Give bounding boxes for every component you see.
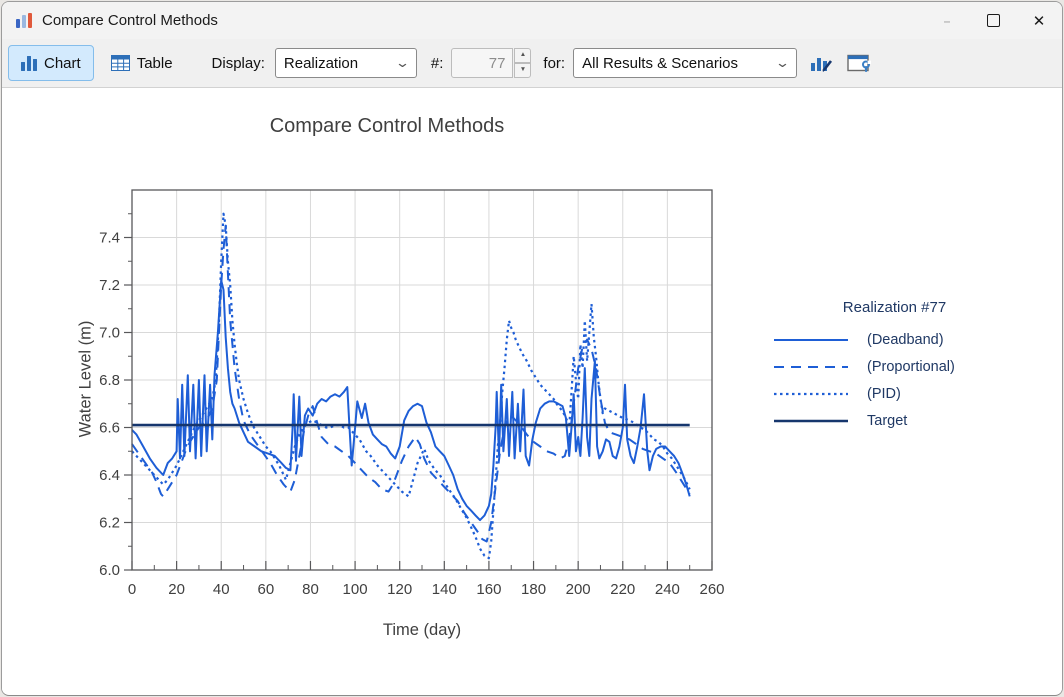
realization-number-value: 77 (488, 54, 506, 72)
close-icon: ✕ (1032, 11, 1046, 30)
svg-text:60: 60 (258, 581, 275, 598)
tab-chart-label: Chart (44, 54, 81, 72)
svg-text:140: 140 (432, 581, 457, 598)
target-line-swatch (774, 419, 848, 422)
toolbar: Chart Table Display: Realization ⌄ #: (2, 39, 1062, 88)
plot-properties-button[interactable] (845, 52, 874, 75)
svg-text:120: 120 (387, 581, 412, 598)
realization-number-spinner: ▲ ▼ (514, 48, 532, 78)
minimize-icon: – (943, 11, 951, 30)
table-icon (110, 55, 130, 71)
svg-text:240: 240 (655, 581, 680, 598)
dotted-line-swatch (774, 392, 848, 395)
chart-canvas: 0 20 40 60 80 100 120 140 160 180 200 220 240 260 6.0 6… (99, 189, 725, 598)
legend-item-target: Target (772, 411, 1017, 430)
svg-text:20: 20 (168, 581, 185, 598)
svg-text:100: 100 (343, 581, 368, 598)
chevron-down-icon: ⌄ (394, 55, 411, 70)
legend-item-pid: (PID) (772, 384, 1017, 403)
window-title: Compare Control Methods (42, 12, 218, 29)
maximize-icon (986, 14, 1000, 27)
dashed-line-swatch (774, 365, 848, 368)
spin-down-button[interactable]: ▼ (514, 63, 532, 78)
realization-number-input[interactable]: 77 (451, 48, 514, 78)
chevron-down-icon: ⌄ (775, 55, 791, 70)
display-select-value: Realization (283, 54, 359, 72)
svg-text:6.6: 6.6 (99, 420, 120, 437)
bar-chart-icon (21, 55, 37, 71)
svg-text:220: 220 (610, 581, 635, 598)
legend-label: Target (867, 412, 908, 429)
svg-text:180: 180 (521, 581, 546, 598)
spin-down-icon: ▼ (519, 66, 527, 74)
svg-text:0: 0 (128, 581, 136, 598)
legend-label: (PID) (867, 385, 901, 402)
legend-title: Realization #77 (842, 299, 947, 316)
display-label: Display: (211, 54, 265, 72)
chart-title: Compare Control Methods (269, 115, 505, 137)
svg-text:6.4: 6.4 (99, 467, 120, 484)
legend-item-proportional: (Proportional) (772, 357, 1017, 376)
svg-text:160: 160 (476, 581, 501, 598)
window-settings-icon (847, 54, 872, 72)
svg-text:7.2: 7.2 (99, 277, 120, 294)
chart-legend: Realization #77 (Deadband) (Proportional… (772, 299, 1017, 438)
window-controls: – ✕ (924, 2, 1062, 39)
svg-text:260: 260 (699, 581, 724, 598)
chart-edit-icon (811, 57, 833, 72)
svg-text:40: 40 (213, 581, 230, 598)
legend-item-deadband: (Deadband) (772, 330, 1017, 349)
scope-select[interactable]: All Results & Scenarios ⌄ (573, 48, 798, 78)
svg-text:6.0: 6.0 (99, 562, 120, 579)
titlebar[interactable]: Compare Control Methods – ✕ (2, 2, 1062, 39)
svg-text:80: 80 (302, 581, 319, 598)
tab-table-label: Table (136, 54, 173, 72)
tab-chart[interactable]: Chart (8, 45, 94, 81)
legend-label: (Proportional) (867, 358, 955, 375)
display-select[interactable]: Realization ⌄ (274, 48, 417, 78)
svg-text:6.8: 6.8 (99, 372, 120, 389)
svg-text:200: 200 (566, 581, 591, 598)
solid-line-swatch (774, 338, 848, 341)
app-icon (16, 13, 32, 28)
svg-text:7.4: 7.4 (99, 230, 120, 247)
edit-chart-button[interactable] (807, 52, 835, 75)
tab-table[interactable]: Table (98, 45, 186, 81)
number-label: #: (430, 54, 444, 72)
maximize-button[interactable] (970, 2, 1016, 39)
spin-up-button[interactable]: ▲ (514, 48, 532, 63)
x-axis-title: Time (day) (382, 621, 462, 639)
for-label: for: (543, 54, 566, 72)
svg-text:7.0: 7.0 (99, 325, 120, 342)
legend-label: (Deadband) (867, 331, 944, 348)
scope-select-value: All Results & Scenarios (582, 54, 739, 72)
svg-text:6.2: 6.2 (99, 515, 120, 532)
chart-area: 0 20 40 60 80 100 120 140 160 180 200 220 240 260 6.0 6… (2, 89, 1062, 694)
spin-up-icon: ▲ (519, 51, 527, 59)
minimize-button[interactable]: – (924, 2, 970, 39)
y-axis-title: Water Level (m) (76, 320, 95, 438)
close-button[interactable]: ✕ (1016, 2, 1062, 39)
